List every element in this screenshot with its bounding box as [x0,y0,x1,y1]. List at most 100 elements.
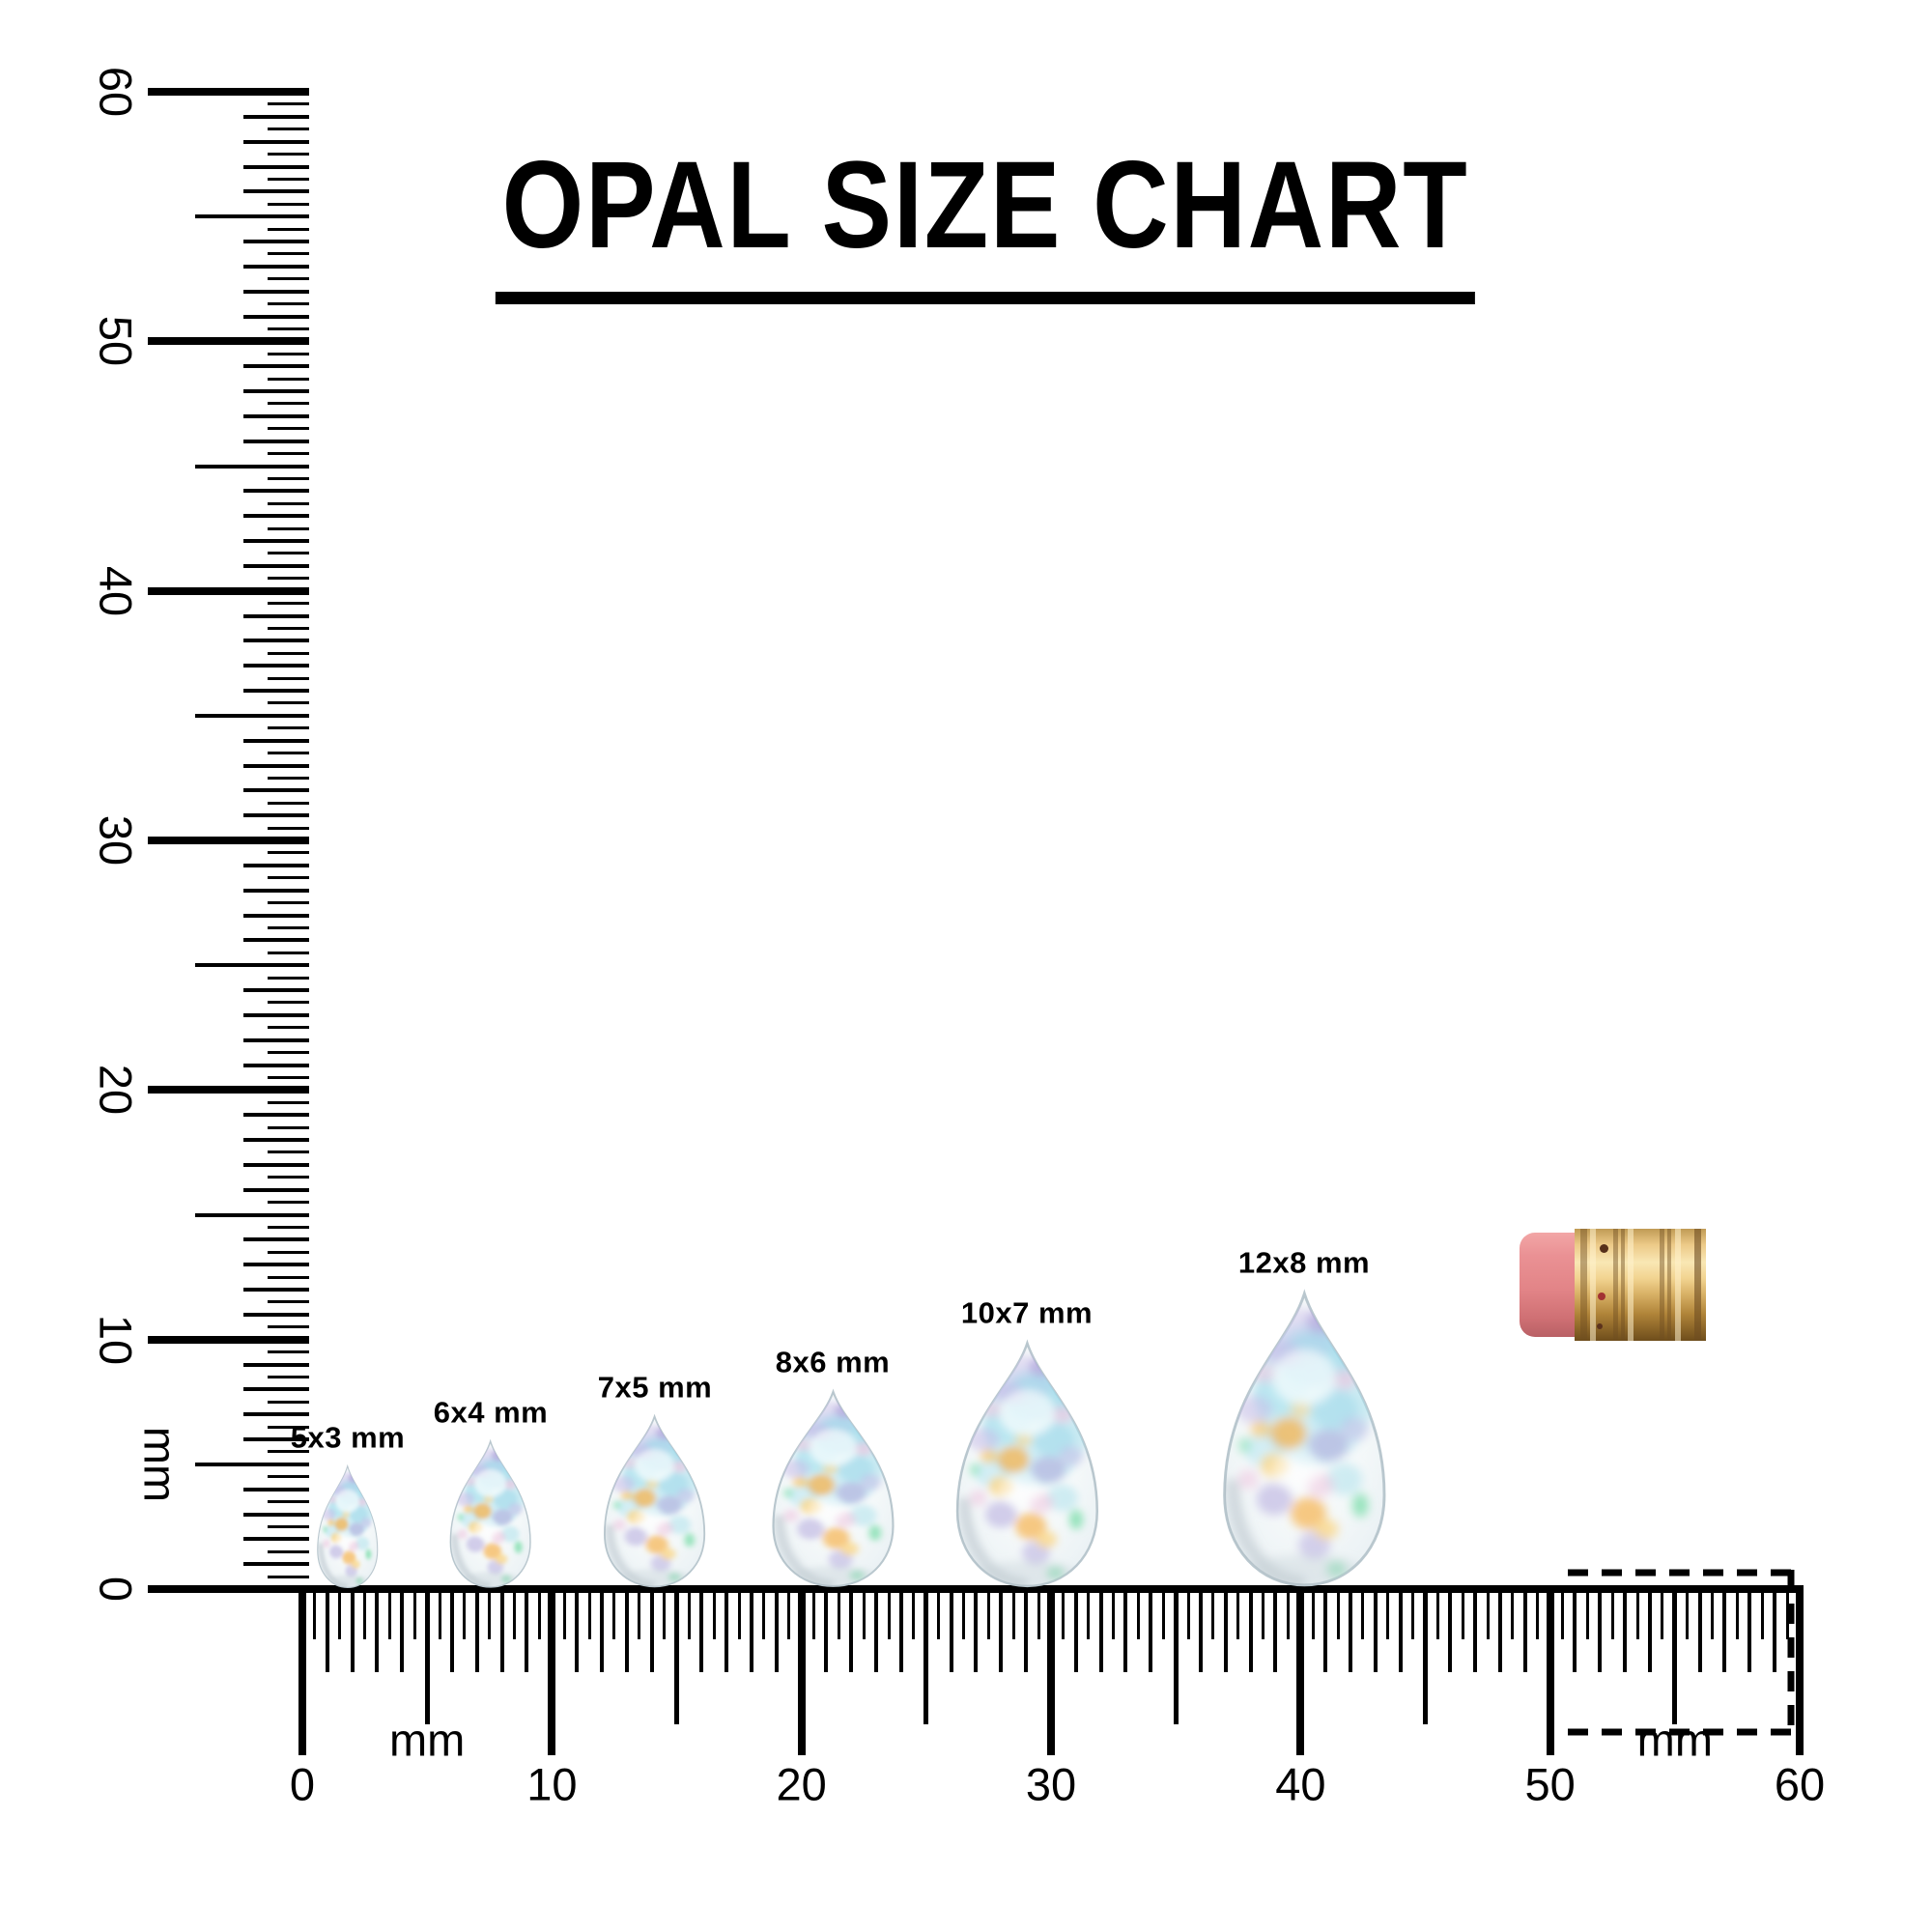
ruler-tick [1795,1593,1804,1755]
ruler-tick [243,114,309,119]
ruler-tick [243,788,309,793]
ruler-tick [999,1593,1004,1672]
ruler-tick [268,1400,309,1404]
opal-size-label: 6x4 mm [433,1395,549,1430]
ruler-tick [1647,1593,1652,1672]
ruler-tick [638,1593,641,1639]
ruler-tick [268,501,309,505]
ruler-tick [1198,1593,1203,1672]
ruler-tick [243,364,309,369]
ruler-tick [243,1362,309,1367]
ferrule-ring [1660,1229,1664,1341]
ruler-tick [148,837,309,844]
ruler-tick [562,1593,566,1639]
ruler-tick [313,1593,317,1639]
ruler-tick [268,302,309,306]
ruler-tick [537,1593,541,1639]
ruler-tick [1186,1593,1190,1639]
opal-gemstone [310,1464,384,1589]
ruler-tick [363,1593,367,1639]
ruler-tick [268,128,309,131]
ruler-tick [1373,1593,1378,1672]
ruler-tick [1361,1593,1365,1639]
ruler-tick [268,1051,309,1055]
ruler-tick [268,352,309,355]
ruler-tick [148,1335,309,1344]
ruler-tick [1435,1593,1439,1639]
ruler-tick [268,726,309,730]
ferrule-ring [1613,1229,1618,1341]
ruler-tick [268,676,309,680]
ruler-tick [243,1162,309,1167]
ferrule-ring [1694,1229,1701,1341]
ruler-tick [587,1593,591,1639]
ruler-tick [525,1593,529,1672]
ruler-tick [268,701,309,705]
ruler-tick [1448,1593,1453,1672]
ruler-tick [268,277,309,281]
ruler-tick [243,763,309,768]
ruler-tick [687,1593,691,1639]
ruler-tick [148,88,309,96]
ruler-tick [268,1250,309,1254]
ruler-tick [243,1487,309,1492]
ruler-tick [1336,1593,1340,1639]
ruler-tick [812,1593,816,1639]
ruler-tick [243,1387,309,1392]
ruler-tick [673,1593,679,1724]
ruler-tick [268,1075,309,1079]
ruler-tick [1411,1593,1415,1639]
ruler-tick [824,1593,829,1672]
vertical-ruler-unit-label: mm [134,1426,186,1502]
ruler-tick [1735,1593,1739,1639]
ruler-tick [1386,1593,1390,1639]
ruler-tick [268,1524,309,1528]
ruler-tick [449,1593,454,1672]
ruler-tick [195,713,309,718]
ruler-tick [797,1593,806,1755]
ferrule-rivet [1597,1323,1603,1329]
ruler-tick [243,289,309,294]
ruler-tick [243,189,309,194]
ruler-tick [874,1593,879,1672]
ruler-tick [243,664,309,668]
ruler-tick [513,1593,517,1639]
ruler-tick [1486,1593,1490,1639]
ruler-tick [1747,1593,1752,1672]
ferrule-ring [1628,1229,1634,1341]
ruler-tick [599,1593,604,1672]
ruler-tick [787,1593,791,1639]
ruler-tick [1573,1593,1577,1672]
opal-size-label: 10x7 mm [960,1295,1094,1330]
ruler-tick [1585,1593,1589,1639]
ruler-tick [1073,1593,1078,1672]
ruler-tick [268,153,309,156]
ruler-tick [1136,1593,1140,1639]
ruler-tick [1273,1593,1278,1672]
ruler-tick [1722,1593,1727,1672]
ruler-tick [243,1263,309,1267]
ruler-tick [268,826,309,830]
horizontal-ruler-number: 20 [776,1758,827,1810]
ruler-baseline [148,1585,1804,1593]
ruler-tick [1561,1593,1565,1639]
ruler-tick [243,813,309,818]
measurement-lines [1568,1569,1795,1736]
ruler-tick [1087,1593,1091,1639]
ruler-tick [1062,1593,1065,1639]
ruler-tick [243,389,309,393]
ruler-tick [1223,1593,1228,1672]
ruler-tick [243,689,309,693]
ruler-tick [243,1437,309,1441]
ruler-tick [1522,1593,1527,1672]
ruler-tick [268,476,309,480]
ruler-tick [268,976,309,980]
ruler-tick [949,1593,953,1672]
ruler-tick [1248,1593,1253,1672]
ruler-tick [243,1512,309,1517]
ruler-tick [862,1593,866,1639]
ruler-tick [575,1593,580,1672]
ruler-tick [1635,1593,1639,1639]
ruler-tick [243,240,309,243]
ruler-tick [1046,1593,1055,1755]
